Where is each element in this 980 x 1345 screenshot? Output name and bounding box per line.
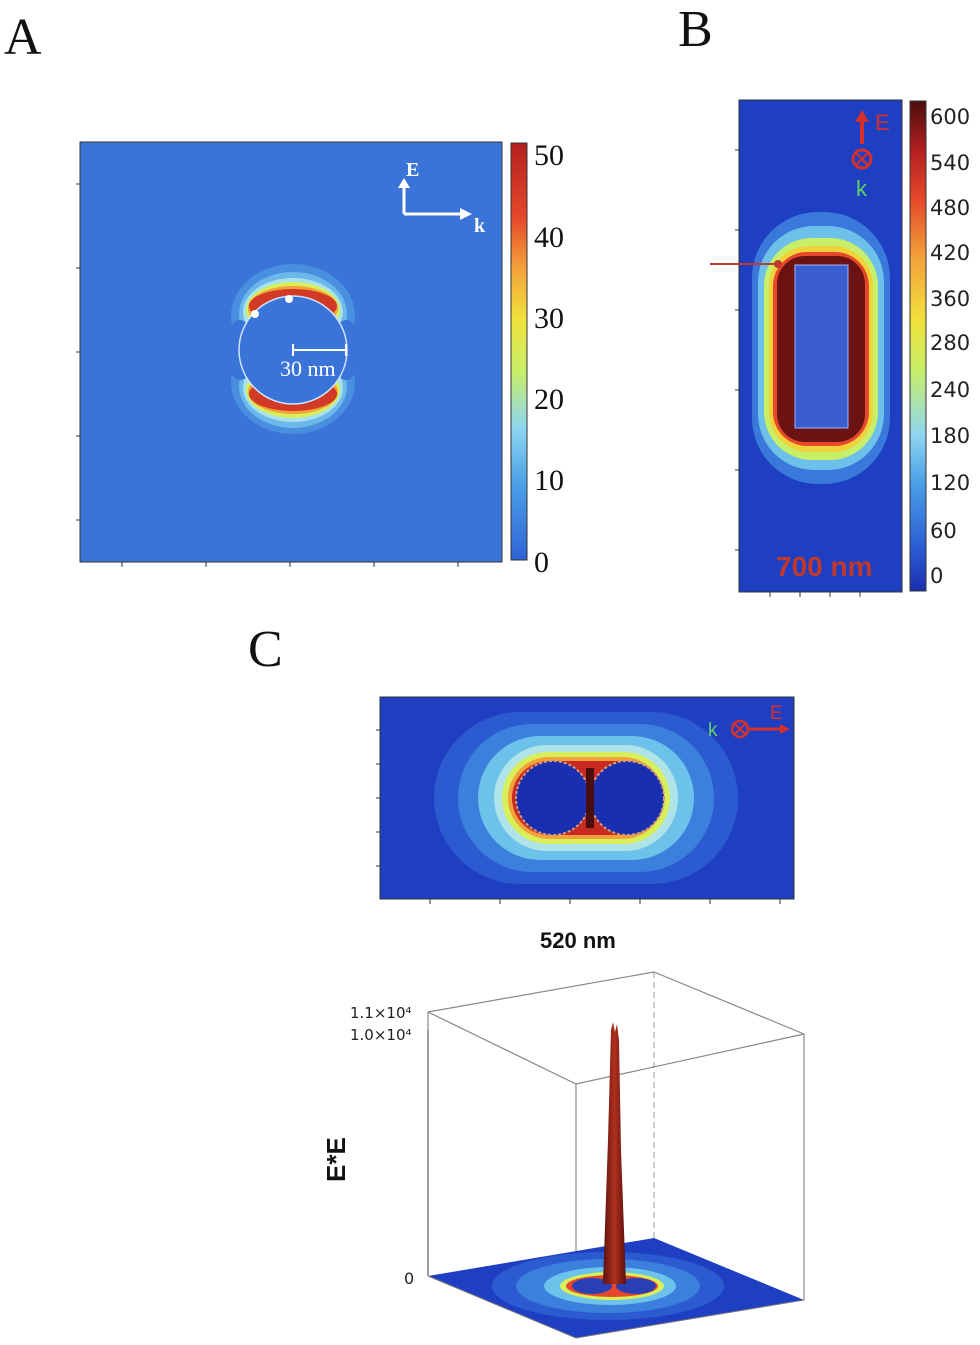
panel-a-scale-bar: 30 nm: [280, 344, 347, 381]
panel-b-field-map: [710, 99, 903, 593]
panel-c-z-axis-label: E*E: [321, 1137, 351, 1182]
panel-a-cbar-tick: 10: [534, 464, 564, 497]
panel-a-k-label: k: [474, 215, 486, 237]
panel-b-cbar-tick: 600: [930, 105, 970, 129]
panel-c-z-tick: 1.0×10⁴: [350, 1026, 412, 1044]
panel-letter-b: B: [678, 1, 713, 58]
panel-a-cbar-tick: 0: [534, 546, 549, 579]
panel-b-cbar-tick: 540: [930, 151, 970, 175]
panel-b-frame-ticks: [735, 149, 861, 597]
panel-b-cbar-tick: 240: [930, 378, 970, 402]
panel-a-polarization-indicator: E k: [398, 159, 486, 237]
panel-letter-a: A: [4, 9, 42, 66]
panel-a-field-map: [79, 141, 503, 563]
panel-b-e-label: E: [875, 110, 890, 135]
panel-c-z-tick: 1.1×10⁴: [350, 1004, 412, 1022]
panel-a-cbar-tick: 20: [534, 383, 564, 416]
panel-c-e-label: E: [770, 703, 783, 724]
panel-b-wavelength-label: 700 nm: [776, 551, 873, 582]
panel-c-field-map: [379, 696, 795, 900]
panel-b-colorbar: 600 540 480 420 360 280 240 180 120 60 0: [909, 100, 970, 592]
panel-c-wavelength-label: 520 nm: [540, 928, 616, 953]
panel-c-z-tick: 0: [404, 1269, 414, 1288]
panel-b-cbar-tick: 360: [930, 287, 970, 311]
panel-b-cbar-tick: 280: [930, 331, 970, 355]
panel-b-cbar-tick: 0: [930, 564, 943, 588]
panel-c-z-axis-ticks: 1.1×10⁴ 1.0×10⁴ 0: [350, 1004, 414, 1288]
panel-b-cbar-tick: 60: [930, 519, 957, 543]
panel-a-cbar-tick: 30: [534, 302, 564, 335]
panel-b-polarization-indicator: E k: [851, 110, 890, 201]
panel-a-cbar-tick: 40: [534, 221, 564, 254]
panel-b-cbar-tick: 120: [930, 471, 970, 495]
panel-c-polarization-indicator: k E: [708, 703, 790, 741]
panel-c-surface-plot: [427, 971, 805, 1339]
panel-a-scale-label: 30 nm: [280, 356, 336, 381]
panel-a-cbar-tick: 50: [534, 139, 564, 172]
panel-c-frame-ticks: [376, 729, 781, 904]
panel-c-k-label: k: [708, 720, 718, 741]
panel-b-cbar-tick: 420: [930, 241, 970, 265]
panel-b-cbar-tick: 180: [930, 424, 970, 448]
panel-b-cbar-tick: 480: [930, 196, 970, 220]
panel-a-frame-ticks: [76, 183, 459, 567]
panel-a-colorbar: 50 40 30 20 10 0: [510, 139, 564, 579]
panel-letter-c: C: [248, 621, 283, 678]
panel-a-e-label: E: [406, 159, 419, 181]
panel-b-k-label: k: [856, 176, 868, 201]
